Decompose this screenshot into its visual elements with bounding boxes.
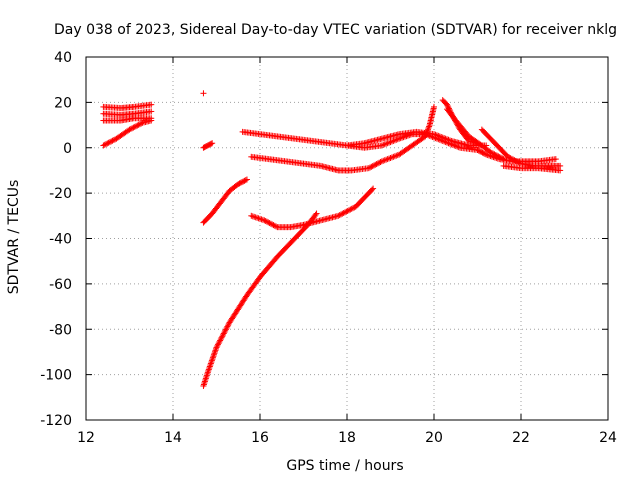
- y-tick-label: 20: [54, 95, 72, 111]
- series-track-i: [248, 185, 377, 231]
- y-tick-label: -100: [40, 368, 72, 384]
- x-tick-label: 12: [77, 430, 95, 446]
- y-tick-label: 0: [63, 141, 72, 157]
- series-track-l: [344, 131, 559, 165]
- x-axis-label: GPS time / hours: [286, 458, 403, 474]
- y-tick-label: 40: [54, 50, 72, 66]
- grid-lines: [86, 57, 608, 420]
- series-track-d: [100, 117, 155, 149]
- x-tick-label: 24: [599, 430, 617, 446]
- y-axis-label: SDTVAR / TECUs: [6, 180, 22, 295]
- series-track-n: [444, 106, 507, 163]
- series-track-g: [200, 176, 250, 226]
- y-tick-label: -20: [49, 186, 72, 202]
- x-tick-label: 22: [512, 430, 530, 446]
- y-tick-label: -120: [40, 413, 72, 429]
- series-track-k: [239, 128, 490, 149]
- y-tick-label: -40: [49, 232, 72, 248]
- series-track-p: [500, 162, 564, 174]
- series-track-c: [100, 115, 155, 124]
- y-tick-label: -80: [49, 322, 72, 338]
- series-track-a: [100, 101, 155, 112]
- y-tick-label: -60: [49, 277, 72, 293]
- series-track-f: [200, 140, 216, 151]
- x-tick-label: 14: [164, 430, 182, 446]
- x-tick-label: 20: [425, 430, 443, 446]
- x-tick-label: 18: [338, 430, 356, 446]
- chart-title: Day 038 of 2023, Sidereal Day-to-day VTE…: [54, 22, 617, 38]
- series-track-o: [478, 126, 564, 169]
- series-track-b: [100, 108, 155, 118]
- data-marks: [100, 90, 564, 389]
- x-tick-label: 16: [251, 430, 269, 446]
- series-track-e: [200, 90, 207, 97]
- series-track-j: [248, 103, 437, 174]
- axis-ticks: 12 14 16 18 20 22 24 -120 -100 -80 -60 -40 -20 0 20 40: [40, 50, 617, 446]
